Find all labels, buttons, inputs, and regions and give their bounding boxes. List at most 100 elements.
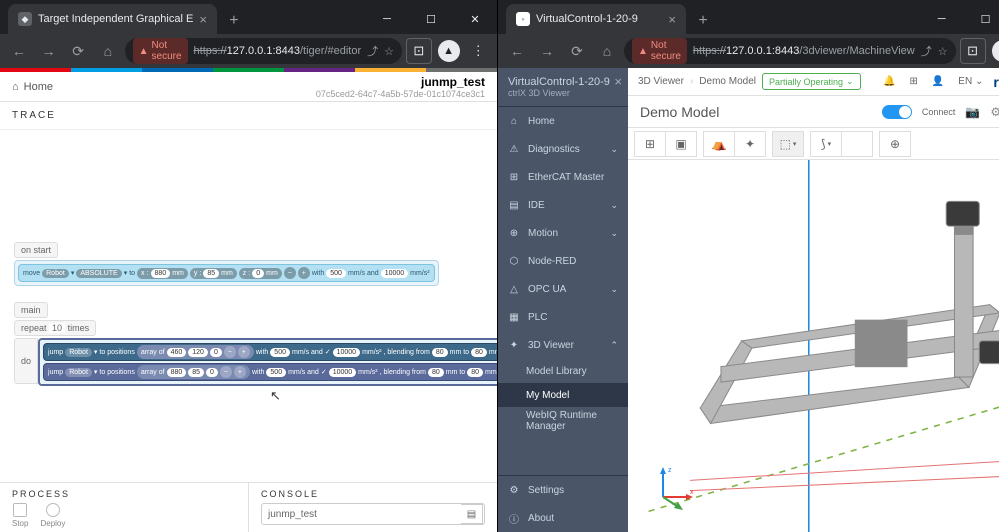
sidebar-sub-model-library[interactable]: Model Library xyxy=(498,359,628,383)
nav-home[interactable]: ⌂ xyxy=(95,38,121,64)
url-text: https://127.0.0.1:8443/3dviewer/MachineV… xyxy=(693,45,915,57)
repeat-block[interactable]: repeat 10 times xyxy=(14,320,96,336)
main-block-label[interactable]: main xyxy=(14,302,48,318)
window-minimize[interactable]: ─ xyxy=(365,4,409,34)
browser-toolbar: ← → ⟳ ⌂ ▲ Not secure https://127.0.0.1:8… xyxy=(498,34,999,68)
chevron-icon: ⌄ xyxy=(610,144,618,155)
axis-gizmo[interactable]: z x xyxy=(648,462,698,512)
connect-toggle[interactable] xyxy=(882,105,912,119)
sidebar-item-plc[interactable]: ▦PLC xyxy=(498,303,628,331)
stop-button[interactable]: Stop xyxy=(12,503,28,528)
sidebar-item-opc-ua[interactable]: △OPC UA⌄ xyxy=(498,275,628,303)
sidebar-item-motion[interactable]: ⊕Motion⌄ xyxy=(498,219,628,247)
deploy-button[interactable]: Deploy xyxy=(40,503,65,528)
sidebar-item-home[interactable]: ⌂Home xyxy=(498,107,628,135)
jump-block-2[interactable]: jump Robot▾ to positions array of 880 85… xyxy=(43,363,497,381)
viewer-title: Demo Model xyxy=(640,104,719,120)
tool-empty[interactable] xyxy=(841,131,873,157)
sidebar-item-diagnostics[interactable]: ⚠Diagnostics⌄ xyxy=(498,135,628,163)
3d-viewport[interactable]: z x xyxy=(628,160,999,532)
sidebar-item-ide[interactable]: ▤IDE⌄ xyxy=(498,191,628,219)
window-maximize[interactable]: ☐ xyxy=(964,4,999,34)
sidebar-footer-icon: ⚙ xyxy=(508,485,520,496)
home-icon: ⌂ xyxy=(12,81,19,93)
extensions-icon[interactable]: ⊡ xyxy=(960,38,986,64)
tool-package[interactable]: ⊕ xyxy=(879,131,911,157)
notification-icon[interactable]: 🔔 xyxy=(879,76,899,87)
nav-back[interactable]: ← xyxy=(504,38,530,64)
move-block[interactable]: move Robot▾ ABSOLUTE▾ to x: 880 mm y: 85… xyxy=(18,264,435,282)
camera-icon[interactable]: 📷 xyxy=(965,105,980,119)
window-maximize[interactable]: ☐ xyxy=(409,4,453,34)
user-icon[interactable]: 👤 xyxy=(928,76,948,87)
browser-tab[interactable]: ◆ Target Independent Graphical E × xyxy=(8,4,217,34)
sidebar-sub-my-model[interactable]: My Model xyxy=(498,383,628,407)
viewer-toolbar: ⊞ ▣ ⛺ ✦ ⬚▾ ⟆▾ ⊕ xyxy=(628,128,999,160)
sidebar-item-icon: ⬡ xyxy=(508,256,520,267)
sidebar-footer-settings[interactable]: ⚙Settings xyxy=(498,476,628,504)
app-header: ⌂ Home junmp_test 07c5ced2-64c7-4a5b-57d… xyxy=(0,72,497,102)
new-tab-button[interactable]: + xyxy=(690,8,716,34)
sidebar-item-3d-viewer[interactable]: ✦3D Viewer⌃ xyxy=(498,331,628,359)
project-name: junmp_test xyxy=(316,75,485,89)
sidebar-footer-label: About xyxy=(528,513,554,524)
menu-icon[interactable]: ⋮ xyxy=(465,38,491,64)
nav-reload[interactable]: ⟳ xyxy=(65,38,91,64)
block-canvas[interactable]: on start move Robot▾ ABSOLUTE▾ to x: 880… xyxy=(0,130,497,482)
bookmark-star-icon[interactable]: ☆ xyxy=(384,45,394,58)
nav-forward[interactable]: → xyxy=(36,38,62,64)
breadcrumb-home[interactable]: ⌂ Home xyxy=(12,81,53,93)
settings-icon[interactable]: ⚙ xyxy=(990,105,999,119)
not-secure-badge: ▲ Not secure xyxy=(632,38,687,64)
tab-close-icon[interactable]: × xyxy=(199,12,207,27)
browser-tab[interactable]: ◦ VirtualControl-1-20-9 × xyxy=(506,4,686,34)
url-bar[interactable]: ▲ Not secure https://127.0.0.1:8443/3dvi… xyxy=(624,38,956,64)
tool-target[interactable]: ✦ xyxy=(734,131,766,157)
tool-select[interactable]: ⟆▾ xyxy=(810,131,842,157)
tool-home[interactable]: ⛺ xyxy=(703,131,735,157)
chevron-icon: ⌃ xyxy=(610,340,618,351)
nav-home[interactable]: ⌂ xyxy=(594,38,620,64)
share-icon[interactable]: ⤴ xyxy=(367,43,378,59)
tool-perspective[interactable]: ▣ xyxy=(665,131,697,157)
bookmark-star-icon[interactable]: ☆ xyxy=(938,45,948,58)
window-close[interactable]: ✕ xyxy=(453,4,497,34)
tool-grid[interactable]: ⊞ xyxy=(634,131,666,157)
sidebar-item-icon: ⌂ xyxy=(508,116,520,127)
chevron-icon: ⌄ xyxy=(610,228,618,239)
url-text: https://127.0.0.1:8443/tiger/#editor xyxy=(194,45,362,57)
jump-block-1[interactable]: jump Robot▾ to positions array of 460 12… xyxy=(43,343,497,361)
sidebar-item-label: Motion xyxy=(528,228,558,239)
cursor-icon: ↖ xyxy=(270,388,281,404)
profile-avatar[interactable]: ▲ xyxy=(436,38,462,64)
do-block[interactable]: do xyxy=(14,338,38,384)
sidebar-item-ethercat-master[interactable]: ⊞EtherCAT Master xyxy=(498,163,628,191)
sidebar-item-node-red[interactable]: ⬡Node-RED xyxy=(498,247,628,275)
nav-back[interactable]: ← xyxy=(6,38,32,64)
sidebar-close-icon[interactable]: × xyxy=(614,74,622,89)
new-tab-button[interactable]: + xyxy=(221,8,247,34)
url-bar[interactable]: ▲ Not secure https://127.0.0.1:8443/tige… xyxy=(125,38,402,64)
breadcrumb-sep-icon: › xyxy=(690,76,693,87)
console-input[interactable]: junmp_test ▤ xyxy=(261,503,485,525)
onstart-block-label[interactable]: on start xyxy=(14,242,58,258)
sidebar-item-webiq[interactable]: WebIQ Runtime Manager xyxy=(498,407,628,435)
layout-icon[interactable]: ⊞ xyxy=(905,76,921,87)
extensions-icon[interactable]: ⊡ xyxy=(406,38,432,64)
nav-forward[interactable]: → xyxy=(534,38,560,64)
sidebar-footer-about[interactable]: ⓘAbout xyxy=(498,504,628,532)
tool-box[interactable]: ⬚▾ xyxy=(772,131,804,157)
breadcrumb-item[interactable]: 3D Viewer xyxy=(638,76,684,87)
window-minimize[interactable]: ─ xyxy=(920,4,964,34)
status-badge[interactable]: Partially Operating ⌄ xyxy=(762,73,861,90)
chevron-icon: ⌄ xyxy=(610,284,618,295)
profile-avatar[interactable]: ▲ xyxy=(990,38,999,64)
tab-close-icon[interactable]: × xyxy=(668,12,676,27)
nav-reload[interactable]: ⟳ xyxy=(564,38,590,64)
console-label: CONSOLE xyxy=(261,489,485,499)
console-send-button[interactable]: ▤ xyxy=(461,504,483,524)
share-icon[interactable]: ⤴ xyxy=(921,43,932,59)
sidebar-item-icon: △ xyxy=(508,284,520,295)
breadcrumb-item[interactable]: Demo Model xyxy=(699,76,756,87)
language-selector[interactable]: EN ⌄ xyxy=(954,76,987,87)
